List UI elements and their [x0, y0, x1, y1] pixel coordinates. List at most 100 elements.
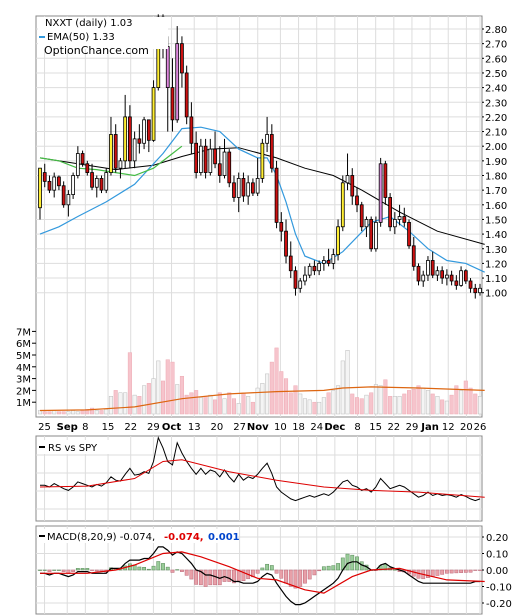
volume-bar	[359, 398, 364, 415]
candle-body	[407, 221, 411, 247]
rs-average-line	[39, 459, 485, 498]
volume-bar	[142, 385, 147, 415]
y-tick-label: 1.30	[485, 245, 507, 256]
volume-bar	[108, 396, 113, 415]
macd-histogram-bar	[42, 569, 47, 571]
candle-body	[194, 142, 198, 173]
y-tick-label: 1.40	[485, 230, 507, 241]
x-tick-label: 29	[147, 422, 160, 433]
volume-bar	[388, 396, 393, 415]
x-tick-label: Dec	[324, 422, 345, 433]
candle-body	[383, 163, 388, 198]
candle-body	[326, 260, 331, 264]
candle-body	[445, 274, 449, 279]
volume-bar	[90, 407, 95, 415]
candle-body	[312, 265, 317, 272]
candles	[38, 14, 482, 299]
volume-bar	[156, 360, 161, 415]
volume-bar	[463, 380, 468, 415]
x-tick-label: 15	[369, 422, 382, 433]
volume-bar	[336, 385, 341, 415]
macd-tick-label: 0.10	[486, 550, 508, 561]
macd-histogram-bar	[473, 569, 478, 571]
macd-histogram-bar	[454, 569, 459, 574]
candle-body	[340, 182, 345, 228]
candle-body	[132, 138, 137, 162]
macd-histogram-bar	[463, 569, 468, 573]
macd-histogram-bar	[307, 569, 312, 580]
volume-bar	[298, 393, 303, 415]
candle-body	[109, 134, 113, 173]
candle-body	[222, 151, 227, 176]
macd-histogram-bar	[255, 569, 260, 574]
macd-histogram-bar	[303, 569, 307, 584]
macd-histogram-bar	[208, 569, 213, 586]
x-tick-label: 22	[124, 422, 137, 433]
y-tick-label: 2.40	[485, 84, 507, 95]
candle-body	[104, 172, 109, 191]
candle-body	[317, 262, 322, 272]
macd-histogram-bar	[94, 569, 99, 572]
volume-bar	[236, 403, 241, 415]
volume-bar	[42, 411, 47, 415]
macd-histogram-bar	[444, 569, 449, 574]
volume-bar	[213, 399, 218, 415]
macd-histogram-bar	[407, 569, 411, 575]
volume-tick-label: 3M	[16, 375, 31, 386]
volume-bar	[189, 392, 194, 415]
macd-histogram-bar	[142, 567, 146, 571]
candle-body	[137, 138, 142, 144]
candle-body	[80, 153, 85, 165]
volume-bar	[170, 361, 175, 415]
macd-histogram-bar	[279, 569, 284, 579]
volume-bar	[440, 399, 445, 415]
candle-body	[440, 270, 445, 279]
volume-bar	[151, 378, 156, 415]
y-tick-label: 2.10	[485, 128, 507, 139]
candle-body	[468, 280, 473, 289]
candle-body	[421, 274, 426, 282]
candle-body	[350, 175, 355, 197]
volume-bar	[331, 390, 336, 415]
macd-legend: MACD(8,20,9) -0.074, -0.074, 0.001	[38, 529, 240, 543]
macd-histogram-bar	[85, 568, 90, 571]
macd-histogram-bar	[345, 553, 350, 571]
macd-histogram-bar	[165, 566, 170, 571]
candle-body	[293, 270, 298, 289]
volume-bar	[321, 397, 326, 415]
macd-histogram-bar	[298, 569, 303, 587]
legend-signal-value: 0.001	[208, 532, 240, 543]
volume-bar	[307, 399, 312, 415]
volume-tick-label: 2M	[16, 386, 31, 397]
candle-body	[61, 185, 66, 206]
rs-panel	[35, 435, 483, 522]
volume-bar	[407, 390, 412, 415]
volume-bar	[293, 385, 298, 415]
candle-body	[478, 287, 482, 294]
volume-bar	[61, 411, 66, 415]
macd-histogram-bar	[336, 563, 340, 571]
macd-histogram-bar	[411, 569, 416, 577]
candle-body	[369, 219, 374, 250]
volume-bar	[392, 396, 397, 415]
candle-body	[170, 87, 175, 121]
macd-histogram-bar	[52, 569, 57, 571]
macd-histogram-bar	[47, 569, 52, 572]
candle-body	[345, 175, 350, 184]
candle-body	[260, 142, 265, 179]
macd-histogram-bar	[293, 569, 298, 589]
volume-bar	[425, 390, 430, 415]
volume-bar	[75, 411, 80, 415]
x-tick-label: 10	[274, 422, 287, 433]
volume-bar	[473, 393, 478, 415]
volume-bar	[378, 385, 383, 415]
macd-histogram-bar	[161, 563, 165, 571]
volume-tick-label: 5M	[16, 351, 31, 362]
x-tick-label: 8	[82, 422, 88, 433]
volume-bar	[354, 397, 360, 415]
volume-bar	[477, 396, 483, 415]
volume-bar	[127, 352, 132, 415]
candle-body	[42, 172, 47, 182]
macd-histogram-bar	[227, 569, 232, 582]
